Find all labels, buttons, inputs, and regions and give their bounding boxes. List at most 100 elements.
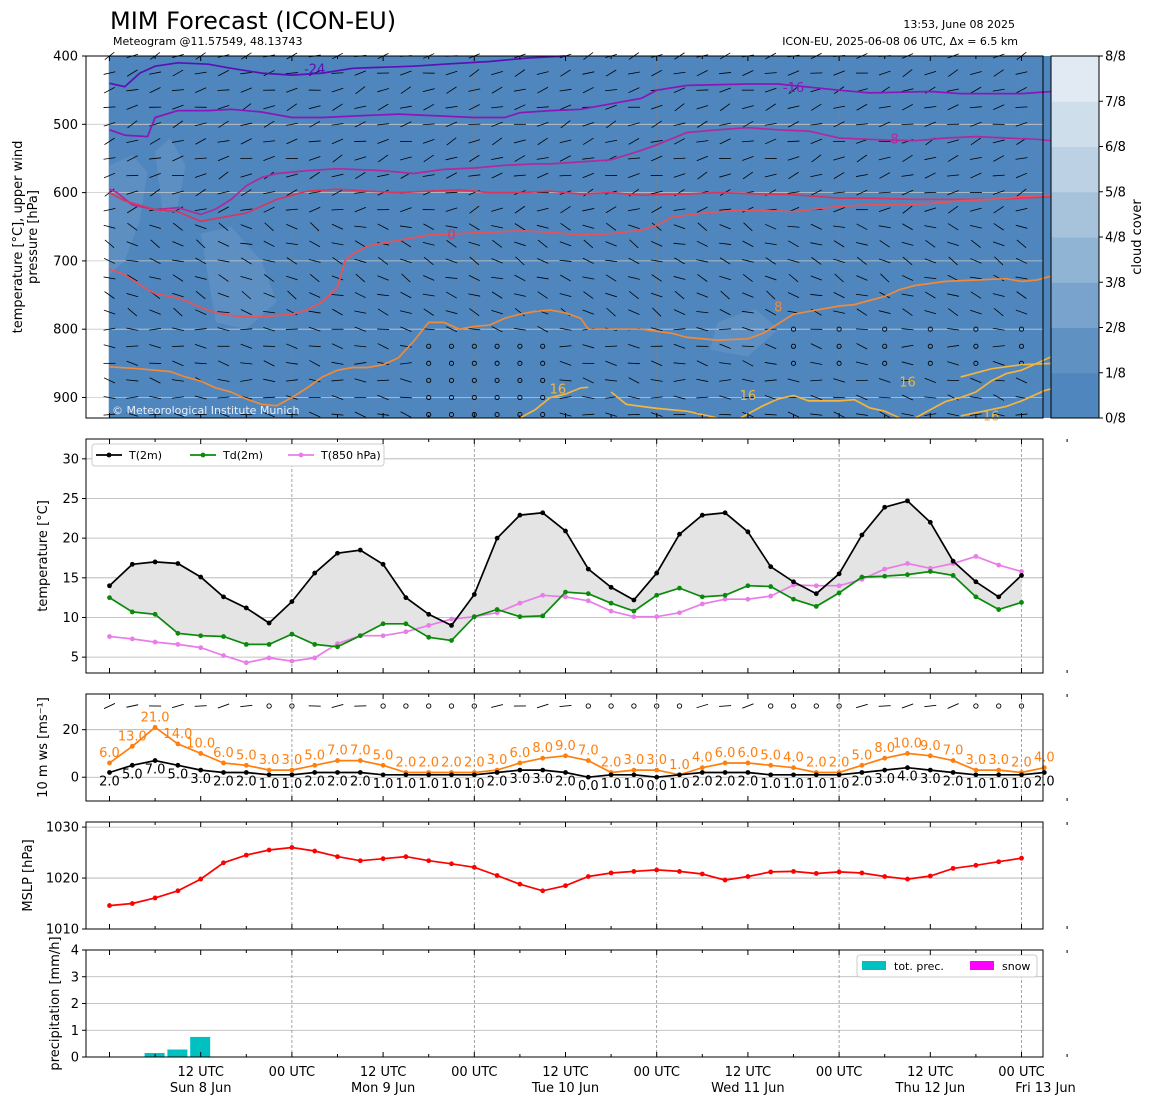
calm-wind-mark <box>790 703 797 709</box>
data-point <box>471 592 477 597</box>
wind-barb <box>969 106 982 109</box>
y-tick-label: 0 <box>71 1051 79 1066</box>
wind-barb <box>194 71 207 75</box>
wind-barb <box>720 290 730 300</box>
wind-barb <box>901 394 914 401</box>
data-point <box>243 762 249 768</box>
wind-barb <box>240 173 253 178</box>
data-point <box>357 758 363 763</box>
wind-barb <box>126 360 139 366</box>
wind-barb <box>674 257 685 265</box>
y-axis-label: MSLP [hPa] <box>21 839 36 911</box>
y-tick-label: 400 <box>53 50 78 65</box>
gust-value-label: 4.0 <box>783 751 804 766</box>
wind-barb <box>810 394 823 401</box>
wind-barb <box>103 106 116 108</box>
gust-value-label: 1.0 <box>669 758 690 773</box>
calm-wind-mark <box>289 703 295 709</box>
wind-barb <box>742 70 754 76</box>
wind-barb <box>902 256 913 266</box>
calm-wind-mark <box>996 703 1002 709</box>
wind-barb <box>605 412 617 417</box>
colorbar-segment <box>1051 327 1099 374</box>
calm-wind-mark <box>426 394 432 401</box>
gust-value-label: 2.0 <box>464 755 485 770</box>
wind-barb <box>1015 224 1028 229</box>
wind-barb <box>332 189 343 196</box>
data-point <box>1019 573 1024 578</box>
y-tick-label: 600 <box>53 186 78 201</box>
legend-entry: tot. prec. <box>894 960 944 973</box>
wind-barb <box>331 223 344 230</box>
wind-barb <box>901 88 914 92</box>
wind-barb <box>696 105 709 110</box>
wind-barb <box>217 259 230 263</box>
time-tick-label: 00 UTC <box>816 1065 862 1080</box>
wind-barb <box>902 308 913 316</box>
wind-barb <box>970 172 982 179</box>
wind-barb <box>901 703 914 709</box>
wind-barb <box>150 239 160 249</box>
wind-barb <box>606 120 617 129</box>
calm-wind-mark <box>882 343 888 349</box>
data-point <box>426 772 432 778</box>
wind-barb <box>628 173 640 178</box>
data-point <box>198 645 204 651</box>
wind-barb <box>810 294 823 297</box>
isotherm-label: 0 <box>447 228 455 243</box>
panel-frame <box>85 821 1044 930</box>
wind-barb <box>696 311 709 314</box>
wind-barb <box>195 290 206 300</box>
wind-barb <box>217 360 230 367</box>
y-tick-label: 700 <box>53 254 78 269</box>
wind-barb <box>1016 291 1027 299</box>
calm-wind-mark <box>403 703 409 709</box>
wind-barb <box>924 225 937 229</box>
wind-barb <box>878 705 891 707</box>
wind-barb <box>856 343 868 350</box>
wind-barb <box>422 174 435 177</box>
data-point <box>585 598 591 604</box>
data-point <box>449 861 454 867</box>
wind-barb <box>422 293 435 297</box>
wind-barb <box>697 274 708 282</box>
data-point <box>107 634 112 639</box>
wind-barb <box>286 138 298 145</box>
calm-wind-mark <box>448 703 455 709</box>
wind-barb <box>400 207 412 213</box>
wind-barb <box>560 120 571 129</box>
wind-barb <box>697 222 708 231</box>
wind-barb <box>172 155 184 162</box>
wind-barb <box>171 259 184 263</box>
wind-barb <box>1015 122 1028 127</box>
wind-barb <box>1015 71 1028 75</box>
data-point <box>357 633 363 639</box>
data-point <box>335 644 340 650</box>
legend-entry: T(850 hPa) <box>320 449 381 462</box>
wind-barb <box>650 140 663 143</box>
data-point <box>677 772 682 778</box>
cloud-cover-colorbar: 0/8 1/8 2/8 3/8 4/8 5/8 6/8 7/8 8/8 cloud cover <box>1050 50 1145 427</box>
chart-title: MIM Forecast (ICON-EU) <box>110 7 396 35</box>
wind-barb <box>217 412 230 418</box>
wind-barb <box>103 377 116 384</box>
wind-barb <box>263 259 276 263</box>
wind-barb <box>537 258 549 264</box>
data-point <box>722 770 728 775</box>
gust-value-label: 2.0 <box>1011 755 1032 770</box>
wind-barb <box>492 239 503 248</box>
mean-value-label: 5.0 <box>168 767 189 782</box>
wind-barb <box>741 259 754 263</box>
wind-barb <box>787 156 800 161</box>
wind-barb <box>240 189 252 197</box>
wind-barb <box>195 138 207 145</box>
wind-barb <box>491 71 503 76</box>
wind-barb <box>947 190 959 196</box>
data-point <box>243 770 249 775</box>
wind-barb <box>742 360 754 367</box>
data-point <box>585 758 591 763</box>
data-point <box>836 583 842 589</box>
data-point <box>927 767 933 773</box>
data-point <box>973 862 979 868</box>
isotherm-line <box>109 275 1053 407</box>
